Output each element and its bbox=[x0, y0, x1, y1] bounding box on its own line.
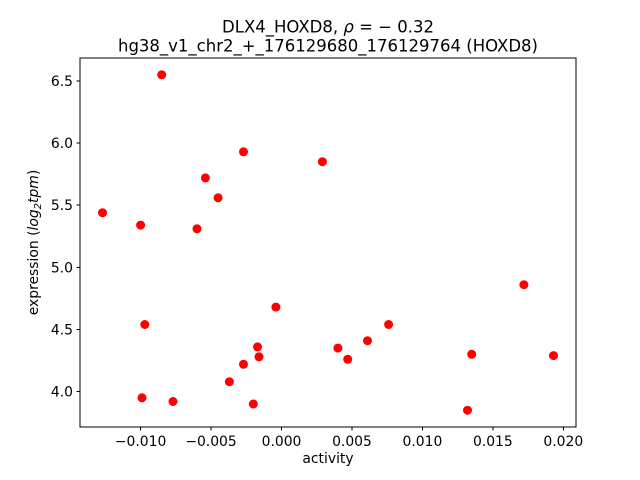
data-point bbox=[136, 220, 146, 230]
data-point bbox=[333, 343, 343, 353]
x-axis-label: activity bbox=[302, 451, 353, 467]
x-tick-label: −0.005 bbox=[185, 434, 236, 450]
data-point bbox=[248, 399, 258, 409]
data-point bbox=[200, 173, 210, 183]
data-point bbox=[137, 393, 147, 403]
data-point bbox=[168, 397, 178, 406]
y-axis-label: expression (log2tpm) bbox=[26, 170, 44, 316]
y-tick-label: 6.5 bbox=[51, 74, 73, 90]
axes-spines bbox=[79, 57, 577, 428]
data-point bbox=[192, 224, 202, 234]
data-point bbox=[213, 193, 223, 203]
x-tick-label: 0.010 bbox=[403, 434, 443, 450]
chart-title: DLX4_HOXD8, ρ = − 0.32 bbox=[222, 18, 434, 38]
x-tick-label: 0.005 bbox=[332, 434, 372, 450]
data-point bbox=[224, 377, 234, 387]
data-point bbox=[98, 208, 107, 218]
data-point bbox=[467, 349, 477, 359]
data-point bbox=[463, 405, 472, 415]
data-point bbox=[157, 70, 167, 80]
data-point bbox=[343, 354, 353, 364]
data-point bbox=[239, 147, 248, 157]
data-point bbox=[549, 351, 558, 361]
x-tick-label: 0.000 bbox=[262, 434, 302, 450]
data-point bbox=[519, 280, 529, 290]
x-tick-label: 0.020 bbox=[543, 434, 583, 450]
y-tick-label: 6.0 bbox=[51, 136, 73, 152]
data-point bbox=[254, 352, 264, 362]
data-point bbox=[253, 342, 262, 352]
x-tick-label: −0.010 bbox=[115, 434, 166, 450]
plot-area: −0.010 −0.005 0.000 0.005 0.010 0.015 0.020 4.0… bbox=[51, 57, 583, 450]
data-point bbox=[239, 359, 248, 369]
y-tick-label: 5.5 bbox=[51, 198, 73, 214]
chart-subtitle: hg38_v1_chr2_+_176129680_176129764 (HOXD… bbox=[118, 37, 538, 57]
data-point bbox=[271, 302, 281, 312]
data-point bbox=[363, 336, 372, 346]
data-point bbox=[384, 320, 394, 329]
y-tick-label: 5.0 bbox=[51, 260, 73, 276]
y-tick-label: 4.5 bbox=[51, 322, 73, 338]
y-tick-label: 4.0 bbox=[51, 385, 73, 401]
data-point bbox=[317, 157, 327, 167]
x-tick-label: 0.015 bbox=[473, 434, 513, 450]
data-point bbox=[140, 320, 150, 329]
